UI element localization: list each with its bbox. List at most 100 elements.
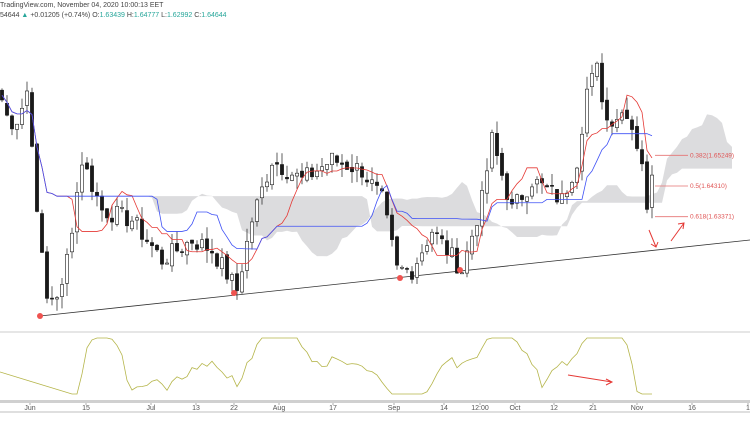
candle-body <box>140 218 144 240</box>
candle-body <box>10 115 14 130</box>
candle <box>375 173 379 195</box>
candle-body <box>515 194 519 204</box>
candle <box>300 163 304 185</box>
high-label: H: <box>126 12 134 19</box>
candle <box>515 193 519 210</box>
candle <box>610 119 614 136</box>
candle-body <box>60 284 64 297</box>
candle <box>125 197 129 233</box>
tick-label: 17 <box>329 405 337 412</box>
candle <box>585 76 589 137</box>
candle <box>330 152 334 173</box>
candle <box>80 152 84 201</box>
candle <box>560 180 564 204</box>
candle-body <box>500 152 504 176</box>
candle-body <box>70 232 74 253</box>
candle-body <box>535 179 539 185</box>
candle <box>335 154 339 167</box>
candle-body <box>5 102 9 116</box>
candle <box>545 183 549 188</box>
candle-body <box>410 271 414 280</box>
candle <box>135 214 139 230</box>
candle <box>50 286 54 306</box>
candle-body <box>465 250 469 274</box>
candle-body <box>530 186 534 197</box>
candle-body <box>65 254 69 284</box>
candle-body <box>230 274 234 281</box>
candle <box>490 129 494 172</box>
swing-low-marker <box>231 290 237 296</box>
candle <box>420 244 424 266</box>
candle-body <box>260 186 264 199</box>
candle-body <box>120 207 124 209</box>
candle-body <box>20 107 24 125</box>
trendline <box>39 239 750 317</box>
candle-body <box>490 132 494 169</box>
candle <box>325 164 329 176</box>
candle <box>320 158 324 178</box>
candle-body <box>565 192 569 197</box>
tick-label: Nov <box>631 405 644 412</box>
candle <box>35 142 39 213</box>
candle <box>310 163 314 180</box>
candle <box>30 87 34 148</box>
chart-header: TradingView.com, November 04, 2020 10:00… <box>0 1 227 21</box>
candle <box>390 208 394 247</box>
candle-body <box>210 250 214 254</box>
oscillator-line <box>0 337 652 395</box>
candle <box>175 231 179 253</box>
candle <box>450 238 454 258</box>
candle <box>120 200 124 213</box>
candle <box>430 228 434 252</box>
candle <box>215 252 219 270</box>
swing-low-marker <box>397 275 403 281</box>
candle-body <box>415 263 419 278</box>
candle-body <box>200 239 204 249</box>
candle <box>400 265 404 270</box>
candle-body <box>470 235 474 255</box>
candle <box>260 177 264 205</box>
candle-body <box>650 174 654 208</box>
candle <box>350 154 354 183</box>
candle <box>5 95 9 117</box>
candle <box>180 248 184 257</box>
candle <box>115 197 119 227</box>
ohlc-line: 54644 ▲ +0.01205 (+0.74%) O:1.63439 H:1.… <box>0 11 227 21</box>
candle <box>90 158 94 201</box>
high-value: 1.64777 <box>133 12 160 19</box>
candle-body <box>280 164 284 175</box>
candle-body <box>390 214 394 240</box>
fib-label: 0.382(1.65249) <box>690 152 734 159</box>
tick-label: Jun <box>24 405 35 412</box>
candle-body <box>455 247 459 274</box>
candle-body <box>435 232 439 234</box>
up-arrow-icon: ▲ <box>21 12 29 19</box>
candle-body <box>350 167 354 173</box>
candle <box>205 227 209 263</box>
candle-body <box>80 164 84 193</box>
candle-body <box>450 247 454 257</box>
candle-body <box>555 189 559 203</box>
candle-body <box>625 109 629 119</box>
candle-body <box>50 297 54 300</box>
candle-body <box>345 161 349 170</box>
candle-body <box>440 235 444 240</box>
candle-body <box>385 191 389 216</box>
candle-body <box>150 242 154 246</box>
candle-body <box>270 164 274 186</box>
candle <box>170 234 174 272</box>
candle <box>225 251 229 284</box>
candle <box>65 248 69 296</box>
close-value-label: C: <box>194 12 202 19</box>
candle-body <box>55 297 59 300</box>
tick-label: 13 <box>192 405 200 412</box>
candle <box>500 147 504 181</box>
candle <box>370 167 374 192</box>
candle-body <box>580 133 584 172</box>
candle <box>630 115 634 141</box>
candle <box>165 258 169 265</box>
candle-body <box>420 252 424 262</box>
candle-body <box>495 133 499 156</box>
candle <box>480 181 484 237</box>
